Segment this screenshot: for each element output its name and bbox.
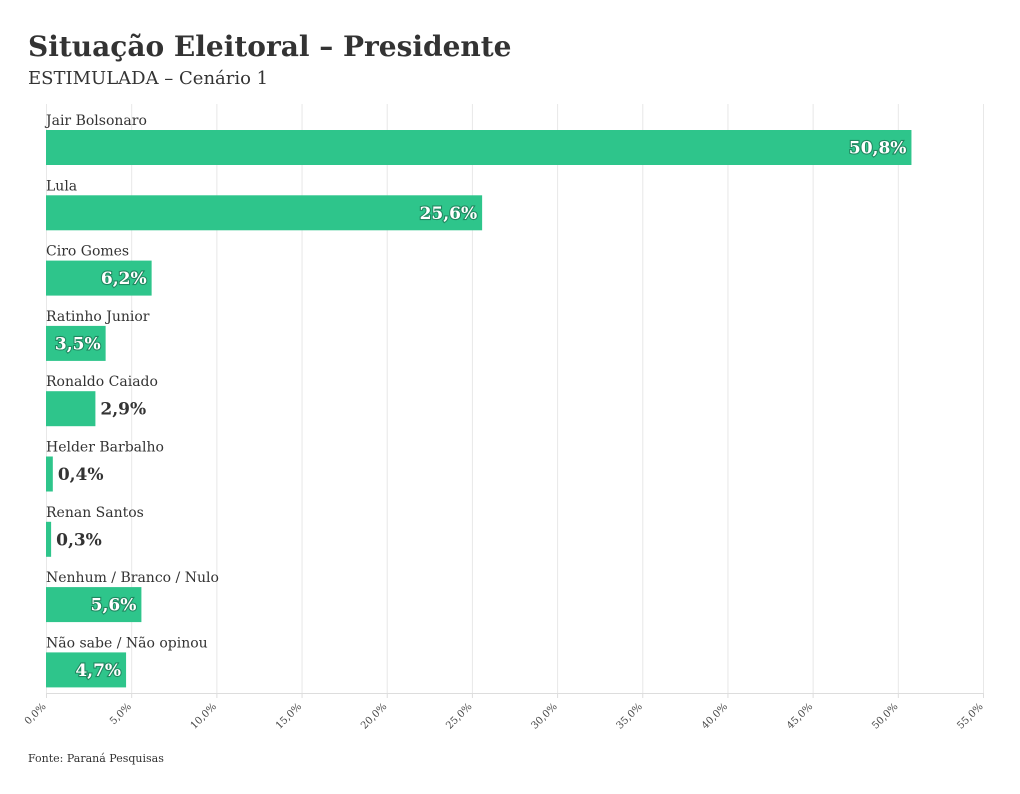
x-tick-label: 50,0% xyxy=(870,701,900,731)
bar xyxy=(46,130,912,165)
bar xyxy=(46,456,53,492)
data-label: 50,8% xyxy=(849,139,907,159)
category-label: Ratinho Junior xyxy=(46,309,150,325)
data-label: 3,5% xyxy=(55,334,101,354)
x-tick-label: 25,0% xyxy=(444,701,474,731)
x-tick-label: 45,0% xyxy=(785,701,815,731)
bar xyxy=(46,325,106,361)
category-label: Renan Santos xyxy=(46,505,144,521)
bar xyxy=(46,521,52,557)
chart-subtitle: ESTIMULADA – Cenário 1 xyxy=(28,68,269,89)
data-label: 25,6% xyxy=(420,204,478,224)
data-label: 0,3% xyxy=(56,530,102,550)
category-label: Lula xyxy=(46,178,77,194)
data-label: 5,6% xyxy=(91,596,137,616)
category-label: Helder Barbalho xyxy=(46,440,164,456)
x-tick-label: 10,0% xyxy=(189,701,219,731)
x-axis: 0,0% 5,0% 10,0% 15,0% 20,0% 25,0% 30,0% 35,0% 40… xyxy=(23,693,986,732)
bar xyxy=(46,260,152,296)
bar xyxy=(46,391,96,427)
x-tick-label: 20,0% xyxy=(359,701,389,731)
data-label: 0,4% xyxy=(58,465,104,485)
x-tick-label: 35,0% xyxy=(615,701,645,731)
x-tick-label: 15,0% xyxy=(274,701,304,731)
bar xyxy=(46,652,127,688)
data-label: 2,9% xyxy=(100,400,146,420)
data-label: 4,7% xyxy=(75,661,121,681)
x-tick-label: 5,0% xyxy=(108,701,134,727)
x-tick-label: 55,0% xyxy=(955,701,985,731)
gridlines xyxy=(46,104,984,693)
category-label: Ronaldo Caiado xyxy=(46,374,158,390)
x-tick-label: 30,0% xyxy=(529,701,559,731)
x-tick-label: 0,0% xyxy=(23,701,49,727)
data-label: 6,2% xyxy=(101,269,147,289)
category-label: Jair Bolsonaro xyxy=(44,113,147,129)
bar xyxy=(46,195,483,231)
chart-title: Situação Eleitoral – Presidente xyxy=(28,30,512,63)
category-label: Não sabe / Não opinou xyxy=(46,635,208,651)
bar xyxy=(46,587,142,623)
category-label: Nenhum / Branco / Nulo xyxy=(46,570,219,586)
x-tick-label: 40,0% xyxy=(700,701,730,731)
bars: Jair Bolsonaro 50,8% Lula 25,6% Ciro Gomes 6,… xyxy=(44,113,912,688)
category-label: Ciro Gomes xyxy=(46,244,129,260)
source-note: Fonte: Paraná Pesquisas xyxy=(28,752,164,765)
